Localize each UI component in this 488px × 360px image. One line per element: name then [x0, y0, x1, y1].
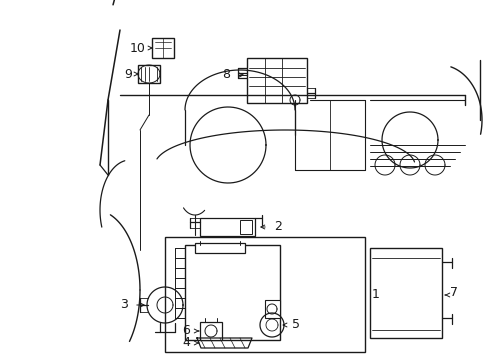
Text: 2: 2 [273, 220, 281, 234]
Text: 9: 9 [124, 68, 132, 81]
Bar [152, 38, 174, 58]
Text: 6: 6 [182, 324, 190, 338]
Bar [240, 220, 251, 234]
Text: 4: 4 [182, 337, 190, 350]
Bar [246, 58, 306, 103]
Bar [195, 243, 244, 253]
Bar [138, 65, 160, 83]
Bar [264, 300, 280, 318]
Text: 1: 1 [371, 288, 379, 301]
Bar [184, 245, 280, 340]
Text: 5: 5 [291, 319, 299, 332]
Text: 7: 7 [449, 287, 457, 300]
Text: 8: 8 [222, 68, 229, 81]
Bar [200, 218, 254, 236]
Text: 3: 3 [120, 298, 128, 311]
Bar [164, 237, 364, 352]
Bar [200, 322, 222, 340]
Text: 10: 10 [130, 41, 146, 54]
Bar [369, 248, 441, 338]
